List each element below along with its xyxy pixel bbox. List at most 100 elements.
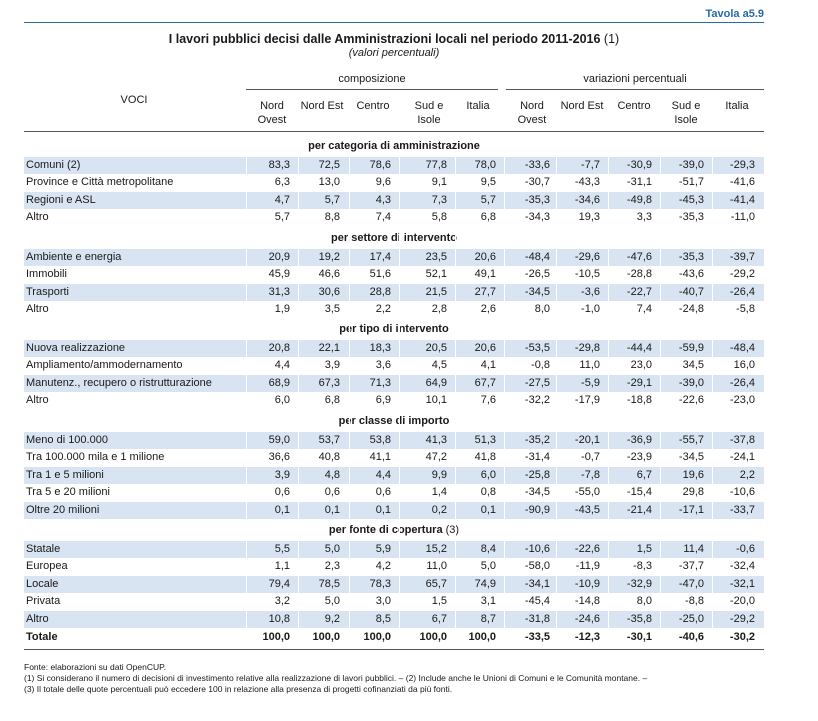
- column-header: Italia: [709, 99, 765, 127]
- value-cell: -40,6: [678, 630, 704, 643]
- row-label: Comuni (2): [26, 159, 81, 171]
- value-cell: 4,2: [375, 560, 391, 573]
- value-cell: 19,6: [682, 468, 704, 481]
- value-cell: -43,5: [574, 503, 600, 516]
- section-title-text: per fonte di copertura: [328, 524, 443, 536]
- column-header: Nord Ovest: [504, 99, 560, 127]
- value-cell: 2,6: [480, 303, 496, 316]
- value-cell: -23,9: [626, 451, 652, 464]
- column-separator: [556, 157, 557, 628]
- value-cell: -30,9: [626, 159, 652, 171]
- value-cell: -31,4: [524, 451, 550, 464]
- table-row: Meno di 100.000 59,0 53,7 53,8 41,3 51,3 -35,2…: [24, 432, 764, 449]
- column-header-line: [606, 113, 662, 127]
- value-cell: -24,1: [729, 451, 755, 464]
- value-cell: 15,2: [425, 543, 447, 555]
- value-cell: -33,6: [524, 159, 550, 171]
- row-label: Tra 1 e 5 milioni: [26, 468, 104, 481]
- row-label: Immobili: [26, 268, 67, 281]
- value-cell: 6,8: [480, 211, 496, 224]
- value-cell: -32,1: [729, 577, 755, 590]
- value-cell: 46,6: [318, 268, 340, 281]
- value-cell: -26,5: [524, 268, 550, 281]
- column-header: Sud e Isole: [401, 99, 457, 127]
- value-cell: 5,7: [480, 193, 496, 206]
- footnote-3: (3) Il totale delle quote percentuali pu…: [24, 684, 453, 694]
- row-label: Altro: [26, 394, 49, 407]
- value-cell: 41,8: [474, 451, 496, 464]
- value-cell: 40,8: [318, 451, 340, 464]
- table-row: Province e Città metropolitane 6,3 13,0 9,6…: [24, 174, 764, 191]
- value-cell: -29,3: [729, 159, 755, 171]
- total-row: Totale 100,0 100,0 100,0 100,0 100,0 -33,5 -12,…: [24, 629, 764, 646]
- value-cell: -33,5: [524, 630, 550, 643]
- value-cell: -7,7: [581, 159, 600, 171]
- value-cell: -43,6: [678, 268, 704, 281]
- value-cell: -35,8: [626, 612, 652, 625]
- value-cell: 7,4: [636, 303, 652, 316]
- column-separator: [349, 157, 350, 628]
- value-cell: 68,9: [268, 376, 290, 389]
- value-cell: 5,7: [324, 193, 340, 206]
- value-cell: -14,8: [574, 595, 600, 608]
- value-cell: -30,2: [729, 630, 755, 643]
- column-header-line: Centro: [356, 100, 390, 112]
- value-cell: -36,9: [626, 434, 652, 446]
- value-cell: 0,1: [324, 503, 340, 516]
- value-cell: 10,8: [268, 612, 290, 625]
- value-cell: 52,1: [425, 268, 447, 281]
- value-cell: 8,0: [636, 595, 652, 608]
- column-header: Nord Ovest: [244, 99, 300, 127]
- value-cell: 34,5: [682, 359, 704, 372]
- value-cell: 20,6: [474, 342, 496, 354]
- value-cell: 74,9: [474, 577, 496, 590]
- value-cell: 6,9: [375, 394, 391, 407]
- value-cell: -23,0: [729, 394, 755, 407]
- value-cell: 72,5: [318, 159, 340, 171]
- footnotes: Fonte: elaborazioni su dati OpenCUP. (1)…: [24, 662, 774, 695]
- column-separator: [298, 157, 299, 628]
- column-header-line: Centro: [617, 100, 651, 112]
- table-row: Statale 5,5 5,0 5,9 15,2 8,4 -10,6 -22,6 1,5 11,4…: [24, 541, 764, 558]
- value-cell: 8,0: [534, 303, 550, 316]
- section-title-text: per classe di importo: [338, 415, 450, 427]
- group-rule-variazioni: [506, 89, 764, 90]
- value-cell: 0,1: [375, 503, 391, 516]
- value-cell: 3,1: [480, 595, 496, 608]
- value-cell: 6,7: [431, 612, 447, 625]
- value-cell: -29,2: [729, 612, 755, 625]
- value-cell: -43,3: [574, 176, 600, 189]
- value-cell: 71,3: [369, 376, 391, 389]
- value-cell: -26,4: [729, 285, 755, 298]
- value-cell: -31,1: [626, 176, 652, 189]
- value-cell: -29,1: [626, 376, 652, 389]
- value-cell: -7,8: [581, 468, 600, 481]
- value-cell: 67,7: [474, 376, 496, 389]
- value-cell: 0,8: [480, 486, 496, 499]
- value-cell: 77,8: [425, 159, 447, 171]
- value-cell: -22,6: [574, 543, 600, 555]
- value-cell: -39,0: [678, 376, 704, 389]
- section-title-text: per tipo di intervento: [339, 323, 449, 335]
- value-cell: 31,3: [268, 285, 290, 298]
- column-separator: [246, 157, 247, 628]
- row-label: Altro: [26, 303, 49, 316]
- value-cell: -34,3: [524, 211, 550, 224]
- value-cell: 4,4: [375, 468, 391, 481]
- value-cell: -30,1: [626, 630, 652, 643]
- column-header-line: Ovest: [517, 114, 547, 126]
- value-cell: 53,8: [369, 434, 391, 446]
- value-cell: 4,4: [274, 359, 290, 372]
- column-separator: [712, 157, 713, 628]
- value-cell: -0,7: [581, 451, 600, 464]
- column-header-line: Nord Est: [300, 100, 344, 112]
- value-cell: 3,3: [636, 211, 652, 224]
- value-cell: 9,5: [480, 176, 496, 189]
- value-cell: 0,1: [480, 503, 496, 516]
- value-cell: -8,3: [633, 560, 652, 573]
- value-cell: 78,0: [474, 159, 496, 171]
- value-cell: 64,9: [425, 376, 447, 389]
- value-cell: -10,6: [729, 486, 755, 499]
- value-cell: -29,8: [574, 342, 600, 354]
- row-label: Europea: [26, 560, 68, 573]
